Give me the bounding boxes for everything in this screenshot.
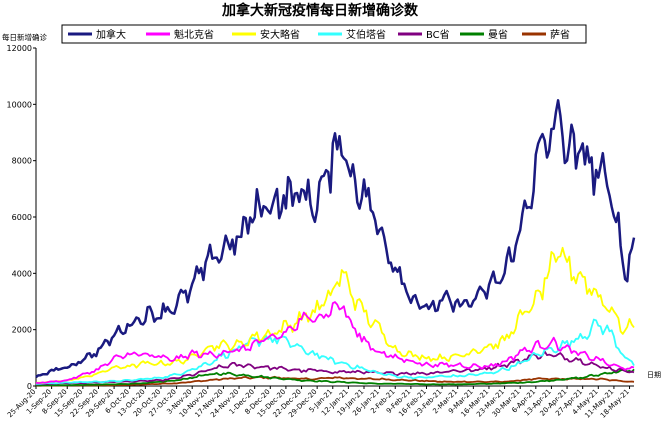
- x-axis-label: 日期: [647, 371, 661, 379]
- y-tick-label: 0: [27, 382, 32, 391]
- chart-title: 加拿大新冠疫情每日新增确诊数: [221, 2, 419, 19]
- series-line-2: [35, 246, 635, 384]
- y-axis: 0 2000 4000 6000 8000 10000 12000: [7, 44, 37, 391]
- legend-label: BC省: [426, 28, 450, 41]
- legend-label: 加拿大: [96, 28, 126, 41]
- legend-label: 安大略省: [260, 28, 300, 41]
- legend: 加拿大 魁北克省 安大略省 艾伯塔省 BC省 曼省 萨省: [61, 24, 587, 44]
- y-tick-label: 12000: [7, 44, 32, 53]
- y-tick-label: 2000: [12, 326, 32, 335]
- y-tick-label: 4000: [12, 269, 32, 278]
- series-line-1: [35, 301, 635, 384]
- series-line-0: [35, 99, 636, 379]
- series-line-5: [35, 368, 635, 387]
- series-line-4: [35, 350, 635, 386]
- series-line-6: [36, 375, 635, 387]
- legend-label: 魁北克省: [174, 28, 214, 41]
- y-tick-label: 8000: [12, 157, 32, 166]
- y-tick-label: 10000: [7, 100, 32, 109]
- legend-label: 艾伯塔省: [346, 28, 386, 41]
- series-line-3: [36, 318, 635, 385]
- y-axis-label: 每日新增确诊: [2, 32, 47, 42]
- y-tick-label: 6000: [12, 213, 32, 222]
- legend-label: 曼省: [488, 28, 508, 41]
- series-lines: [35, 99, 636, 387]
- legend-label: 萨省: [550, 28, 570, 41]
